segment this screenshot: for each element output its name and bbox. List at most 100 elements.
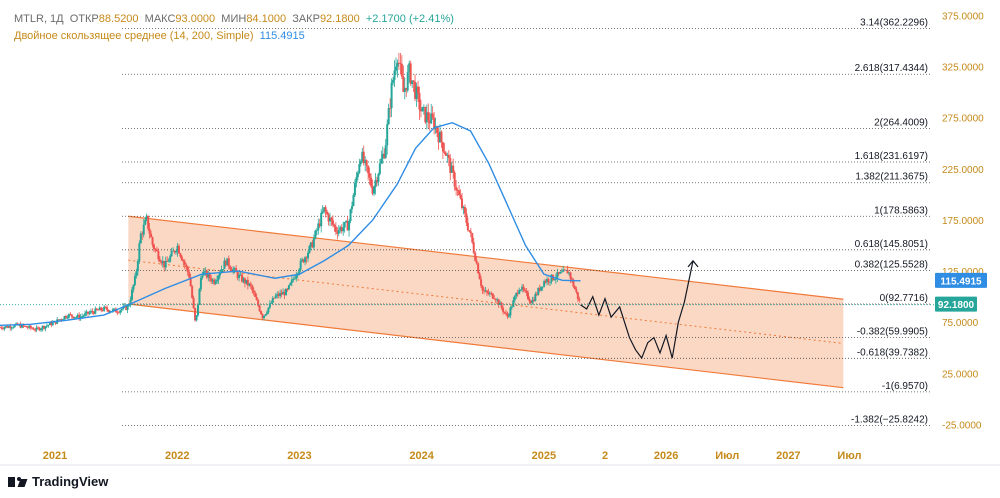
candle-body	[557, 272, 560, 274]
y-tick-label: -25.0000	[942, 421, 982, 432]
candle-body	[531, 299, 534, 304]
candle-body	[578, 298, 581, 301]
y-tick-label: 125.0000	[942, 267, 984, 278]
x-tick-label: 2	[602, 450, 608, 462]
candle-body	[239, 274, 242, 276]
candle-body	[0, 327, 3, 329]
candle-body	[245, 279, 248, 284]
candle-body	[229, 266, 232, 270]
candle-body	[323, 207, 326, 212]
candle-body	[57, 319, 60, 321]
candle-body	[145, 215, 148, 220]
candle-body	[449, 158, 452, 173]
candle-body	[532, 299, 535, 301]
candle-body	[305, 257, 308, 259]
candle-body	[189, 277, 192, 287]
candle-body	[264, 314, 267, 316]
candle-body	[559, 272, 562, 274]
fib-level-label: -1(6.9570)	[882, 381, 928, 392]
candle-body	[198, 289, 201, 305]
candle-body	[28, 325, 31, 328]
fib-level-label: -1.382(−25.8242)	[851, 414, 928, 425]
candle-body	[161, 260, 164, 264]
candle-body	[45, 325, 48, 327]
candle-body	[378, 163, 381, 174]
change-value: +2.1700 (+2.41%)	[365, 13, 454, 25]
candle-body	[374, 180, 377, 188]
candle-body	[21, 324, 23, 328]
candle-body	[100, 307, 103, 311]
candle-body	[29, 325, 32, 329]
fib-level-label: -0.382(59.9905)	[857, 327, 928, 338]
candle-body	[317, 223, 320, 231]
candle-body	[192, 297, 195, 309]
forecast-arrow-head	[687, 259, 699, 268]
fib-level-label: 1.382(211.3675)	[855, 172, 928, 183]
candle-body	[395, 66, 397, 71]
candle-body	[510, 306, 513, 308]
candle-body	[312, 238, 315, 248]
candle-body	[469, 231, 472, 234]
candle-body	[116, 312, 119, 314]
candle-body	[399, 63, 402, 64]
candle-body	[340, 227, 343, 232]
candle-body	[65, 316, 67, 318]
fib-level-label: 2(264.4009)	[874, 117, 928, 128]
candle-body	[243, 278, 246, 284]
candle-body	[84, 313, 87, 316]
candle-body	[509, 307, 512, 316]
candle-body	[425, 112, 428, 123]
candle-body	[400, 63, 403, 77]
ohlc-legend: MTLR, 1Д ОТКР88.5200 МАКС93.0000 МИН84.1…	[14, 13, 454, 25]
candle-body	[512, 300, 515, 307]
candle-body	[274, 295, 277, 298]
candle-body	[371, 186, 374, 194]
candle-body	[224, 260, 227, 266]
candle-body	[89, 311, 92, 313]
indicator-legend[interactable]: Двойное скользящее среднее (14, 200, Sim…	[14, 30, 305, 42]
candle-body	[351, 206, 353, 210]
candle-body	[54, 321, 57, 324]
y-tick-label: 375.0000	[942, 11, 984, 22]
candle-body	[63, 316, 66, 320]
candle-body	[368, 173, 371, 178]
candle-body	[439, 131, 441, 143]
candle-body	[157, 251, 160, 260]
candle-body	[455, 186, 458, 191]
y-tick-label: 25.0000	[942, 369, 979, 380]
tradingview-logo[interactable]: TradingView	[8, 474, 108, 489]
candle-body	[402, 76, 405, 92]
candle-body	[483, 290, 485, 292]
candle-body	[534, 293, 537, 301]
candle-body	[387, 108, 390, 125]
candle-body	[41, 326, 44, 329]
candle-body	[22, 324, 25, 327]
candle-body	[50, 322, 53, 326]
candle-body	[447, 154, 450, 159]
candle-body	[208, 273, 211, 279]
high-value: 93.0000	[175, 13, 216, 25]
candle-body	[139, 233, 142, 244]
channel-upper-line	[128, 215, 844, 300]
candle-body	[142, 224, 145, 235]
candle-body	[571, 278, 573, 280]
symbol-label: MTLR, 1Д	[14, 13, 64, 25]
candle-body	[484, 290, 487, 292]
candle-body	[573, 286, 576, 290]
candle-body	[459, 194, 462, 199]
candle-body	[195, 315, 198, 321]
candle-body	[415, 86, 418, 99]
candle-body	[472, 242, 475, 253]
candle-body	[3, 327, 6, 329]
candle-body	[419, 109, 422, 112]
candle-body	[364, 160, 367, 164]
candle-body	[566, 269, 569, 274]
candle-body	[37, 327, 40, 329]
candle-body	[51, 322, 54, 326]
candle-body	[541, 286, 544, 288]
candle-body	[23, 326, 26, 327]
candle-body	[456, 190, 459, 191]
candle-body	[66, 317, 69, 319]
candle-body	[568, 272, 571, 274]
